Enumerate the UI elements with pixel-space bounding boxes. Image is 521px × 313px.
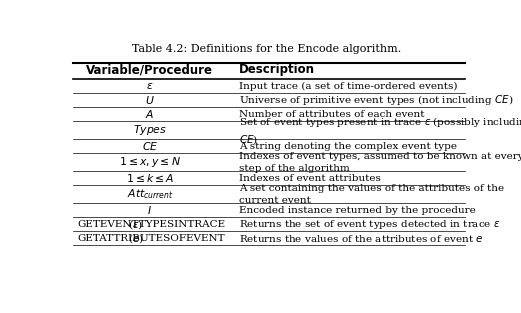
Text: ($e$): ($e$) [128, 232, 143, 245]
Text: $U$: $U$ [145, 94, 155, 106]
Text: ($\epsilon$): ($\epsilon$) [128, 218, 143, 231]
Text: A string denoting the complex event type: A string denoting the complex event type [239, 142, 457, 151]
Text: Input trace (a set of time-ordered events): Input trace (a set of time-ordered event… [239, 82, 457, 91]
Text: $Att_{current}$: $Att_{current}$ [127, 187, 173, 201]
Text: $1 \leq k \leq A$: $1 \leq k \leq A$ [126, 172, 174, 184]
Text: Returns the values of the attributes of event $e$: Returns the values of the attributes of … [239, 233, 483, 244]
Text: Variable/Procedure: Variable/Procedure [86, 63, 214, 76]
Text: Indexes of event types, assumed to be known at every
step of the algorithm: Indexes of event types, assumed to be kn… [239, 152, 521, 173]
Text: GETEVENTTYPESINTRACE: GETEVENTTYPESINTRACE [77, 220, 226, 229]
Text: $I$: $I$ [147, 204, 152, 216]
Text: Encoded instance returned by the procedure: Encoded instance returned by the procedu… [239, 206, 476, 215]
Text: $A$: $A$ [145, 108, 155, 120]
Text: $1 \leq x, y \leq N$: $1 \leq x, y \leq N$ [119, 155, 181, 169]
Text: Universe of primitive event types (not including $CE$): Universe of primitive event types (not i… [239, 93, 513, 107]
Text: Indexes of event attributes: Indexes of event attributes [239, 174, 381, 183]
Text: Description: Description [239, 63, 315, 76]
Text: GETATTRIBUTESOFEVENT: GETATTRIBUTESOFEVENT [77, 234, 225, 243]
Text: Returns the set of event types detected in trace $\epsilon$: Returns the set of event types detected … [239, 218, 500, 231]
Text: Set of event types present in trace $\epsilon$ (possibly including
$CE$): Set of event types present in trace $\ep… [239, 115, 521, 146]
Text: $\epsilon$: $\epsilon$ [146, 81, 154, 91]
Text: Number of attributes of each event: Number of attributes of each event [239, 110, 424, 119]
Text: $Types$: $Types$ [133, 123, 167, 137]
Text: A set containing the values of the attributes of the
current event: A set containing the values of the attri… [239, 184, 504, 205]
Text: $CE$: $CE$ [142, 140, 158, 152]
Text: Table 4.2: Definitions for the Encode algorithm.: Table 4.2: Definitions for the Encode al… [132, 44, 402, 54]
